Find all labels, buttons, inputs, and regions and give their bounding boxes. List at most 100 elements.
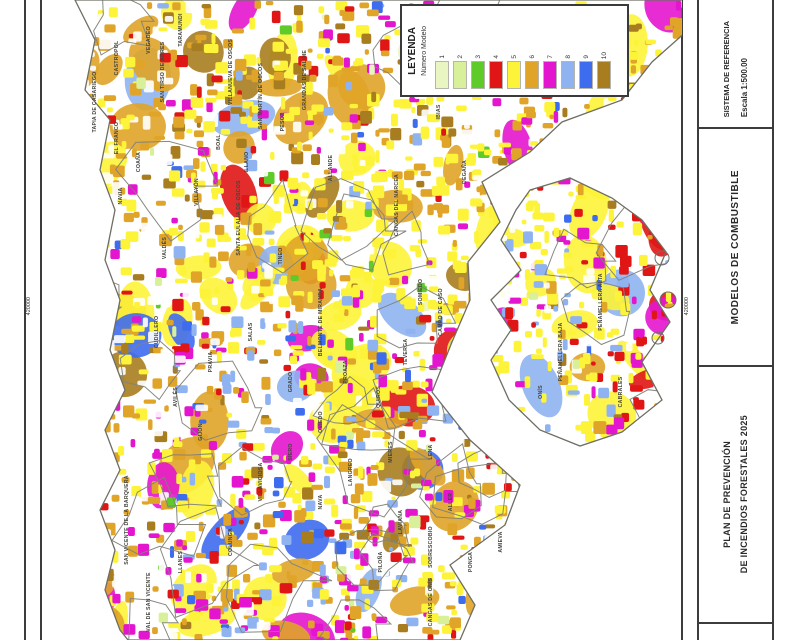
legend-item: 6 (525, 55, 539, 89)
municipality-label: AMIEVA (498, 531, 504, 552)
plan-title-line1: PLAN DE PREVENCIÓN (722, 441, 732, 548)
panel-map-title: MODELOS DE COMBUSTIBLE (699, 127, 772, 365)
legend-subtitle: Número Modelo (421, 25, 428, 76)
map-frame-left-line (40, 0, 42, 640)
plan-title-line2: DE INCENDIOS FORESTALES 2025 (739, 415, 749, 574)
legend-item: 9 (579, 55, 593, 89)
municipality-label: DEGAÑA (461, 160, 468, 184)
legend-color-swatch (561, 61, 575, 89)
coordinate-label-right: 420000 (684, 296, 690, 316)
legend-color-swatch (579, 61, 593, 89)
legend-color-swatch (453, 61, 467, 89)
municipality-label: MIERES (388, 441, 394, 463)
municipality-label: TINEO (278, 247, 284, 264)
municipality-label: VALDÉS (160, 237, 168, 259)
panel-reference-system: SISTEMA DE REFERENCIA Escala 1:500.00 (699, 0, 772, 127)
legend-items: 1 2 3 4 5 6 7 8 9 10 (428, 6, 627, 95)
scale-label: Escala 1:500.00 (740, 57, 749, 117)
municipality-label: SOMIEDO (418, 279, 424, 305)
legend-color-swatch (525, 61, 539, 89)
municipality-label: COLUNGA (228, 528, 234, 556)
municipality-label: ONÍS (536, 385, 544, 399)
municipality-label: PEÑAMELLERA ALTA (597, 273, 604, 331)
fuel-model-raster-map: CASTROPOL TAPIA DE CASARIEGO VEGADEO TARAMU… (74, 0, 689, 640)
municipality-label: SAN VICENTE DE LA BARQUERA (124, 475, 130, 565)
municipality-label: OVIEDO (318, 411, 324, 433)
municipality-label: CANGAS DE ONÍS (426, 577, 434, 626)
municipality-label: VEGADEO (146, 26, 152, 54)
municipality-label: GRANDAS DE SALIME (302, 50, 308, 110)
legend-item: 8 (561, 55, 575, 89)
legend-color-swatch (471, 61, 485, 89)
map-frame-right-line (681, 0, 683, 640)
municipality-label: BOAL (216, 134, 222, 150)
municipality-label: PRAVIA (208, 352, 214, 373)
legend-item-number: 10 (600, 51, 608, 59)
sheet-outer-border-line (24, 0, 26, 640)
legend-item: 4 (489, 55, 503, 89)
municipality-label: SIERO (288, 443, 294, 460)
municipality-label: COAÑA (135, 152, 142, 172)
municipality-label: TAPIA DE CASARIEGO (92, 72, 98, 133)
legend-item: 10 (597, 52, 611, 89)
panel-footer (699, 622, 772, 640)
municipality-label: LENA (428, 444, 434, 459)
municipality-label: GRADO (288, 372, 294, 393)
municipality-label: VILLAVICIOSA (258, 463, 264, 502)
legend-item-number: 4 (492, 55, 500, 59)
legend-item-number: 9 (582, 55, 590, 59)
municipality-label: PEÑAMELLERA BAJA (557, 323, 564, 382)
municipality-label: EL FRANCO (114, 122, 120, 154)
legend-title: LEYENDA (407, 26, 418, 75)
municipality-label: SOBRESCOBIO (428, 526, 434, 568)
municipality-label: IBIAS (436, 104, 442, 119)
municipality-label: ALLER (448, 493, 454, 512)
municipality-label: SANTA EULALIA DE OSCOS (236, 180, 242, 256)
municipality-label: AVILÉS (171, 387, 179, 407)
municipality-label: CANGAS DEL NARCEA (394, 174, 400, 236)
legend-item-number: 2 (456, 55, 464, 59)
legend-color-swatch (543, 61, 557, 89)
municipality-label: ILLANO (244, 152, 250, 173)
municipality-label: CUDILLERO (154, 316, 160, 349)
legend-item-number: 3 (474, 55, 482, 59)
municipality-label: LAVIANA (398, 510, 404, 534)
municipality-label: TARAMUNDI (178, 13, 184, 47)
municipality-label: LLANES (178, 551, 184, 574)
legend-item-number: 6 (528, 55, 536, 59)
municipality-label: VAL DE SAN VICENTE (146, 572, 152, 632)
legend-color-swatch (507, 61, 521, 89)
municipality-label: GIJÓN (196, 423, 204, 440)
municipality-label: CAMPO DE CASO (438, 288, 444, 336)
map-title-label: MODELOS DE COMBUSTIBLE (730, 169, 741, 325)
panel-plan-title: PLAN DE PREVENCIÓN DE INCENDIOS FORESTAL… (699, 365, 772, 622)
legend-box: LEYENDA Número Modelo 1 2 3 4 5 6 7 8 9 10 (400, 4, 629, 97)
municipality-label: LANGREO (348, 458, 354, 486)
map-canvas: CASTROPOL TAPIA DE CASARIEGO VEGADEO TARAMU… (41, 0, 689, 640)
municipality-label: NAVA (318, 495, 324, 510)
legend-item: 3 (471, 55, 485, 89)
municipality-label: PILOÑA (377, 551, 384, 572)
municipality-label: PROAZA (343, 360, 349, 383)
legend-item-number: 5 (510, 55, 518, 59)
legend-item-number: 8 (564, 55, 572, 59)
legend-color-swatch (597, 61, 611, 89)
legend-item: 5 (507, 55, 521, 89)
municipality-label: TEVERGA (403, 339, 409, 366)
legend-item: 2 (453, 55, 467, 89)
municipality-label: PESOZ (280, 112, 286, 131)
legend-item-number: 1 (438, 55, 446, 59)
municipality-label: ALLANDE (328, 154, 334, 181)
municipality-label: SALAS (248, 322, 254, 341)
title-block-sidebar: SISTEMA DE REFERENCIA Escala 1:500.00 MO… (697, 0, 774, 640)
municipality-label: NAVIA (118, 187, 124, 204)
municipality-label: CABRALES (618, 376, 624, 407)
municipality-label: PONGA (468, 552, 474, 572)
municipality-label: VILLANUEVA DE OSCOS (228, 39, 234, 105)
reference-system-label: SISTEMA DE REFERENCIA (722, 20, 731, 117)
legend-item: 1 (435, 55, 449, 89)
coordinate-label-left: 420000 (26, 296, 32, 316)
municipality-label: BELMONTE DE MIRANDA (318, 288, 324, 356)
municipality-label: SAN MARTÍN DE OSCOS (256, 63, 264, 129)
